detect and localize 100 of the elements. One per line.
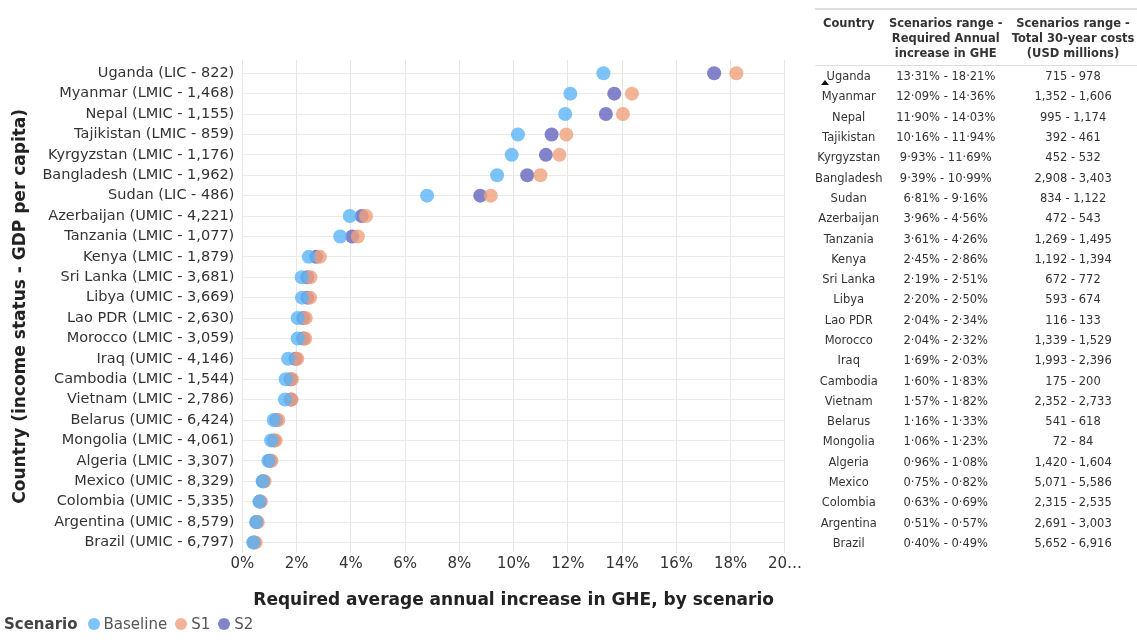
text: 1·57% - 1·82% bbox=[903, 393, 989, 408]
text: 2·04% - 2·32% bbox=[903, 333, 989, 347]
text: 13·31% - 18·21% bbox=[896, 69, 996, 84]
text: Tajikistan bbox=[822, 130, 876, 145]
text: 72 - 84 bbox=[1052, 434, 1094, 449]
text: Mexico bbox=[828, 475, 869, 490]
text: Cambodia bbox=[819, 373, 878, 388]
text: 995 - 1,174 bbox=[1039, 109, 1107, 124]
text: 2,908 - 3,403 bbox=[1034, 170, 1112, 185]
y-tick-label: Mongolia (LMIC - 4,061) bbox=[61, 431, 235, 448]
text: 6·81% - 9·16% bbox=[903, 190, 989, 205]
text: Vietnam bbox=[824, 393, 873, 408]
category-label: Country bbox=[815, 9, 883, 66]
text: 1,352 - 1,606 bbox=[1034, 89, 1112, 104]
y-tick-label: Colombia (UMIC - 5,335) bbox=[56, 492, 235, 509]
text: 1·06% - 1·23% bbox=[903, 434, 989, 449]
text: 672 - 772 bbox=[1045, 272, 1101, 287]
text: 10·16% - 11·94% bbox=[896, 130, 996, 145]
text: 2,315 - 2,535 bbox=[1034, 495, 1112, 510]
x-tick-label: 4% bbox=[338, 554, 363, 573]
y-tick-label: Libya (UMIC - 3,669) bbox=[86, 288, 235, 305]
text: 1·69% - 2·03% bbox=[903, 353, 989, 368]
y-tick-label: Uganda (LIC - 822) bbox=[97, 64, 235, 81]
text: 2·45% - 2·86% bbox=[903, 251, 989, 266]
text: 1·16% - 1·33% bbox=[903, 414, 989, 429]
x-tick-label: 18% bbox=[714, 554, 748, 573]
text: 1,420 - 1,604 bbox=[1034, 454, 1112, 469]
y-tick-label: Cambodia (LMIC - 1,544) bbox=[54, 369, 235, 386]
text: 1,269 - 1,495 bbox=[1034, 231, 1112, 246]
legend-label: S2 bbox=[234, 615, 254, 633]
text: Sri Lanka bbox=[822, 272, 876, 287]
text: 541 - 618 bbox=[1045, 414, 1101, 429]
text: Morocco bbox=[824, 333, 873, 347]
y-tick-label: Morocco (LMIC - 3,059) bbox=[66, 329, 235, 346]
text: Lao PDR bbox=[824, 312, 873, 327]
legend-label: S1 bbox=[191, 615, 211, 633]
text: Colombia bbox=[821, 495, 876, 510]
text: 11·90% - 14·03% bbox=[896, 109, 996, 124]
x-tick-label: 16% bbox=[659, 554, 694, 573]
y-tick-label: Kyrgyzstan (LMIC - 1,176) bbox=[47, 145, 235, 162]
y-tick-label: Brazil (UMIC - 6,797) bbox=[84, 533, 235, 550]
y-tick-label: Argentina (UMIC - 8,579) bbox=[54, 512, 235, 529]
text: 1,192 - 1,394 bbox=[1034, 251, 1112, 266]
text: Kenya bbox=[831, 251, 867, 266]
text: Brazil bbox=[832, 535, 865, 550]
x-tick-label: 8% bbox=[447, 554, 472, 573]
text: 834 - 1,122 bbox=[1039, 190, 1107, 205]
text: Iraq bbox=[837, 353, 860, 368]
text: 3·61% - 4·26% bbox=[903, 231, 989, 246]
y-tick-label: Mexico (UMIC - 8,329) bbox=[74, 471, 235, 488]
text: Argentina bbox=[820, 515, 877, 530]
legend-label: Baseline bbox=[103, 615, 168, 633]
y-tick-label: Kenya (LMIC - 1,879) bbox=[83, 247, 235, 264]
text: 0·75% - 0·82% bbox=[903, 475, 989, 490]
text: 9·39% - 10·99% bbox=[899, 170, 992, 185]
category-label: Scenarios range - Required Annual increase in GHE bbox=[882, 9, 1010, 66]
text: 2·04% - 2·34% bbox=[903, 312, 989, 327]
text: 715 - 978 bbox=[1045, 69, 1101, 84]
text: Sudan bbox=[830, 190, 867, 205]
text: 0·51% - 0·57% bbox=[903, 515, 989, 530]
text: 392 - 461 bbox=[1045, 130, 1101, 145]
y-tick-label: Tajikistan (LMIC - 859) bbox=[73, 125, 235, 142]
y-tick-label: Algeria (LMIC - 3,307) bbox=[76, 451, 235, 468]
y-tick-label: Iraq (UMIC - 4,146) bbox=[96, 349, 235, 366]
x-tick-label: 20… bbox=[767, 554, 802, 573]
x-tick-label: 14% bbox=[605, 554, 639, 573]
text: 593 - 674 bbox=[1045, 292, 1101, 307]
text: 452 - 532 bbox=[1045, 150, 1101, 165]
y-tick-label: Myanmar (LMIC - 1,468) bbox=[59, 84, 235, 101]
y-tick-label: Bangladesh (LMIC - 1,962) bbox=[42, 166, 235, 183]
text: 175 - 200 bbox=[1045, 373, 1101, 388]
text: 1·60% - 1·83% bbox=[903, 373, 989, 388]
y-tick-label: Sudan (LIC - 486) bbox=[108, 186, 235, 203]
text: 0·63% - 0·69% bbox=[903, 495, 989, 510]
y-tick-label: Tanzania (LMIC - 1,077) bbox=[63, 227, 235, 244]
text: 9·93% - 11·69% bbox=[899, 150, 992, 165]
text: 116 - 133 bbox=[1045, 312, 1101, 327]
text: 2·19% - 2·51% bbox=[903, 272, 989, 287]
y-tick-label: Lao PDR (LMIC - 2,630) bbox=[66, 308, 235, 325]
text: Kyrgyzstan bbox=[817, 150, 881, 165]
x-axis-title: Required average annual increase in GHE, by scenario bbox=[253, 589, 774, 610]
text: 0·96% - 1·08% bbox=[903, 454, 989, 469]
x-tick-label: 10% bbox=[496, 554, 531, 573]
text: Azerbaijan bbox=[818, 211, 880, 226]
x-tick-label: 0% bbox=[230, 554, 255, 573]
x-tick-label: 6% bbox=[393, 554, 417, 573]
legend-title: Scenario bbox=[4, 615, 78, 633]
text: 5,652 - 6,916 bbox=[1034, 535, 1112, 550]
y-tick-label: Sri Lanka (LMIC - 3,681) bbox=[60, 268, 235, 284]
text: Mongolia bbox=[822, 434, 875, 449]
y-tick-label: Azerbaijan (UMIC - 4,221) bbox=[48, 206, 235, 223]
text: Tanzania bbox=[823, 231, 874, 246]
x-tick-label: 12% bbox=[551, 554, 585, 573]
text: 3·96% - 4·56% bbox=[903, 211, 989, 226]
text: 12·09% - 14·36% bbox=[896, 89, 996, 104]
text: Nepal bbox=[832, 109, 866, 124]
y-axis-title: Country (income status - GDP per capita) bbox=[8, 108, 29, 504]
text: Bangladesh bbox=[815, 170, 883, 185]
text: Belarus bbox=[827, 414, 871, 429]
y-tick-label: Nepal (LMIC - 1,155) bbox=[85, 104, 235, 121]
